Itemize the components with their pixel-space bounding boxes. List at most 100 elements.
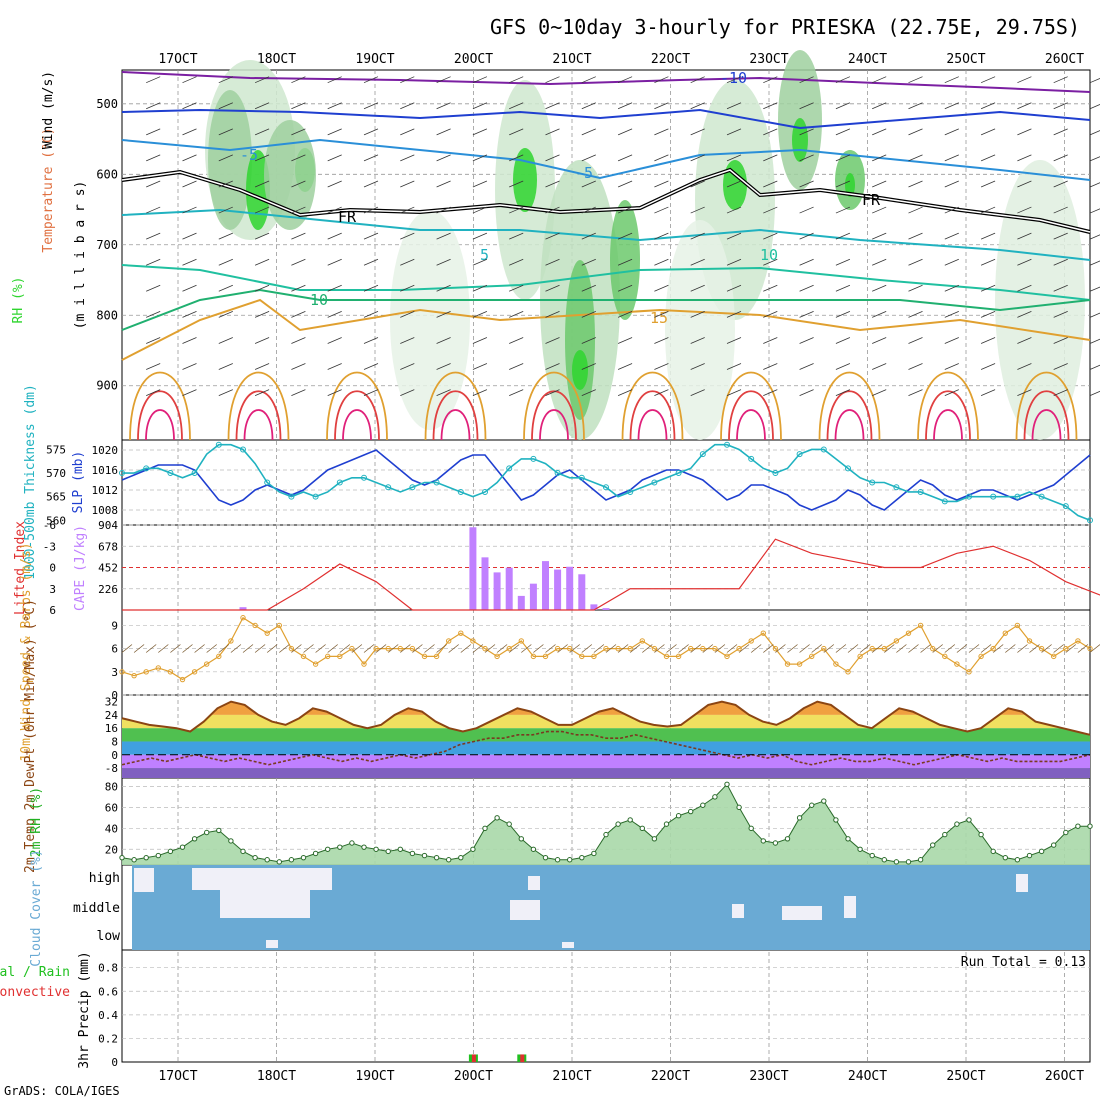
wind-barb: [182, 76, 197, 84]
wind-speed-point: [1063, 645, 1069, 652]
wind-speed-point: [1014, 622, 1021, 629]
wind-barb: [617, 128, 633, 136]
thickness-point: [240, 446, 246, 453]
wind-barb: [690, 206, 705, 214]
thickness-point: [990, 493, 997, 500]
rh-2m-point: [373, 846, 379, 852]
wind-barb: [690, 232, 705, 240]
wind-barb: [799, 102, 814, 110]
wind-barb: [182, 180, 197, 188]
rh-shade: [792, 118, 808, 162]
wind-barb: [182, 206, 197, 214]
wind-barb: [254, 206, 270, 214]
rh-2m-point: [869, 852, 875, 859]
surface-wind-barb: [750, 644, 762, 653]
wind-barb: [726, 337, 742, 344]
wind-barb: [509, 206, 524, 214]
wind-barb: [400, 337, 415, 344]
cloud-row-label: high: [89, 871, 120, 886]
wind-speed-point: [567, 645, 573, 652]
wind-barb: [944, 180, 959, 188]
wind-barb: [254, 258, 270, 266]
surface-wind-barb: [944, 644, 956, 653]
pressure-tick: 800: [96, 308, 118, 322]
wind-barb: [146, 154, 161, 162]
thickness-point: [530, 455, 537, 462]
rh-2m-point: [905, 859, 912, 865]
rh-2m-point: [494, 815, 500, 821]
wind-barb: [291, 232, 306, 240]
rh-2m-point: [663, 821, 670, 827]
rh-2m-point: [1075, 823, 1081, 829]
wind-barb: [835, 389, 851, 396]
thickness-point: [941, 498, 948, 505]
cloud-clear-patch: [562, 942, 574, 948]
cape-tick: 904: [98, 519, 118, 532]
surface-wind-barb: [508, 644, 520, 653]
rh-2m-point: [542, 854, 549, 861]
wind-speed-point: [143, 669, 149, 675]
wind-speed-point: [385, 645, 391, 652]
wind-barb: [254, 154, 270, 162]
wind-barb: [400, 311, 415, 318]
wind-speed-point: [361, 661, 367, 667]
thickness-tick: 565: [46, 491, 66, 504]
precip-legend-conv: Convective: [0, 985, 70, 1000]
wind-barb: [835, 232, 851, 240]
wind-barb: [545, 180, 560, 188]
wind-barb: [763, 337, 778, 344]
wind-speed-point: [603, 645, 609, 652]
wind-barb: [1089, 156, 1100, 162]
wind-barb: [1089, 130, 1100, 136]
wind-barb: [400, 258, 415, 266]
wind-barb: [835, 154, 851, 162]
surface-wind-barb: [327, 644, 338, 653]
isotherm-warm-arc: [326, 371, 388, 441]
wind-barb: [291, 284, 306, 292]
li-tick: 0: [49, 562, 56, 575]
cape-bar: [578, 574, 586, 610]
rh-2m-point: [893, 859, 900, 865]
wind-barb: [182, 232, 197, 240]
rh-2m-point: [1063, 829, 1069, 836]
wind-barb: [363, 284, 379, 292]
wind-speed-point: [930, 645, 936, 652]
wind-barb: [1053, 128, 1068, 136]
wind-barb: [182, 389, 197, 396]
rh-shade: [610, 200, 640, 320]
surface-wind-barb: [400, 644, 411, 653]
wind-barb: [690, 389, 705, 396]
wind-speed-point: [579, 653, 585, 660]
date-label-top: 17OCT: [158, 52, 197, 67]
wind-barb: [545, 363, 560, 370]
thickness-point: [385, 484, 392, 491]
isotherm-warm-arc: [342, 409, 372, 441]
rh-2m-point: [143, 854, 149, 861]
wind-barb: [509, 363, 524, 370]
wind-barb: [581, 258, 596, 266]
wind-barb: [436, 232, 451, 240]
wind-barb: [908, 206, 923, 214]
rh-2m-point: [167, 848, 174, 855]
wind-speed-point: [482, 645, 488, 652]
wind-barb: [400, 232, 415, 240]
wind-barb: [254, 128, 270, 136]
date-label-bottom: 25OCT: [946, 1069, 985, 1084]
date-label-top: 20OCT: [454, 52, 493, 67]
rh-2m-point: [1026, 852, 1033, 859]
thickness-point: [675, 470, 682, 477]
wind-barb: [472, 232, 488, 240]
rh-2m-point: [288, 857, 295, 863]
wind-barb: [291, 206, 306, 214]
wind-barb: [726, 128, 742, 136]
wind-barb: [835, 206, 851, 214]
wind-barb: [799, 284, 814, 292]
pressure-tick: 900: [96, 379, 118, 393]
wind-barb: [908, 232, 923, 240]
date-label-top: 23OCT: [749, 52, 788, 67]
wind-barb: [291, 76, 306, 84]
wind-barb: [146, 232, 161, 240]
surface-wind-barb: [678, 644, 689, 653]
wind-barb: [1017, 363, 1032, 370]
